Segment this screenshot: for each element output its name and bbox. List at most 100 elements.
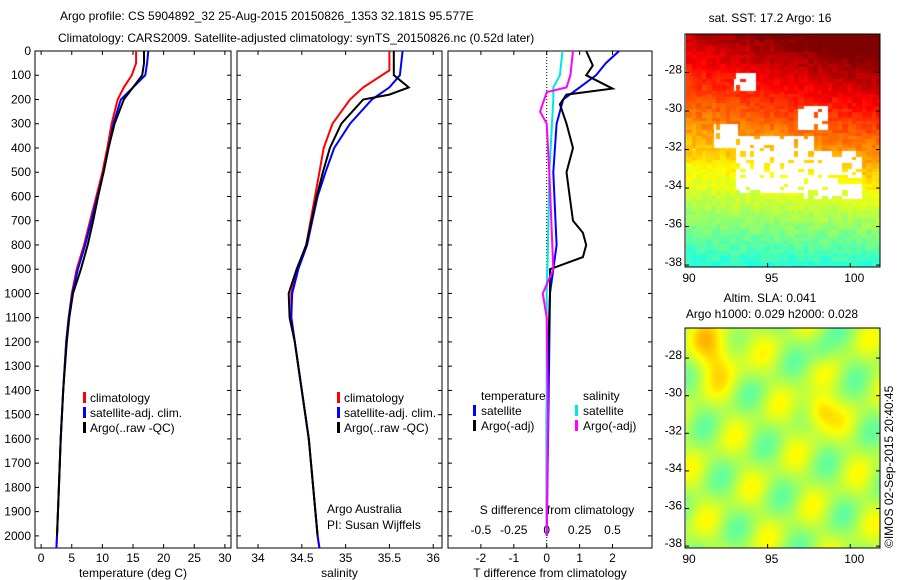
depth-tick-label: 1100 [5, 311, 31, 325]
depth-tick-label: 700 [11, 214, 31, 228]
map-x-tick-label: 100 [844, 552, 864, 566]
map-x-tick-label: 95 [765, 552, 779, 566]
x-tick-label: 30 [218, 551, 232, 565]
s-diff-axis-label: S difference from climatology [480, 503, 635, 517]
legend-label: Argo(-adj) [481, 419, 534, 433]
depth-tick-label: 400 [11, 141, 31, 155]
map-x-tick-label: 90 [682, 552, 696, 566]
sst-map-title: sat. SST: 17.2 Argo: 16 [709, 11, 832, 25]
x-tick-label: 35.5 [378, 551, 402, 565]
depth-tick-label: 1500 [4, 408, 31, 422]
series-line-argo-raw-qc- [56, 51, 145, 536]
depth-tick-label: 200 [11, 92, 31, 106]
map-y-tick-label: -36 [665, 217, 683, 231]
map-y-tick-label: -30 [665, 101, 683, 115]
legend-label: satellite-adj. clim. [344, 406, 436, 420]
x-tick-label: 20 [157, 551, 171, 565]
map-y-tick-label: -34 [665, 461, 683, 475]
legend-swatch [337, 392, 340, 403]
map-x-tick-label: 90 [682, 271, 696, 285]
legend-swatch [575, 420, 578, 431]
x-tick-label: 34.5 [290, 551, 314, 565]
series-line-climatology [55, 51, 138, 549]
depth-tick-label: 0 [24, 44, 31, 58]
legend-label: Argo(..raw -QC) [344, 421, 429, 435]
x-tick-label: 0 [38, 551, 45, 565]
legend-label: satellite-adj. clim. [90, 406, 182, 420]
map-x-tick-label: 95 [765, 271, 779, 285]
x-tick-label: 34 [251, 551, 265, 565]
series-line-s-argo-adj- [539, 50, 574, 536]
legend-swatch [337, 422, 340, 433]
pi-text: PI: Susan Wijffels [327, 518, 421, 532]
legend-swatch [83, 407, 86, 418]
map-y-tick-label: -38 [665, 536, 683, 550]
sla-map-title-1: Altim. SLA: 0.041 [724, 291, 817, 305]
x-tick-label: 15 [126, 551, 140, 565]
x-tick-label: 25 [188, 551, 202, 565]
legend-label: satellite [583, 404, 624, 418]
x-tick-label: 1 [576, 551, 583, 565]
sla-map-title-2: Argo h1000: 0.029 h2000: 0.028 [686, 307, 858, 321]
x-tick-label: -1 [508, 551, 519, 565]
x-axis-label-salinity: salinity [321, 566, 358, 580]
imos-stamp: ©IMOS 02-Sep-2015 20:40:45 [882, 385, 896, 548]
x-axis-label-temperature: temperature (deg C) [79, 566, 187, 580]
legend-label: Argo(..raw -QC) [90, 421, 175, 435]
legend-swatch [337, 407, 340, 418]
depth-tick-label: 1700 [4, 456, 31, 470]
x-tick-label: 36 [427, 551, 441, 565]
legend-label: satellite [481, 404, 522, 418]
s-diff-tick-label: 0.25 [568, 523, 592, 537]
x-axis-label-difference: T difference from climatology [473, 566, 627, 580]
x-tick-label: 2 [609, 551, 616, 565]
map-frame-sla_map [684, 327, 881, 549]
map-y-tick-label: -28 [665, 348, 683, 362]
s-diff-tick-label: 0.5 [604, 523, 621, 537]
series-line-satellite-adj-clim- [290, 50, 404, 549]
depth-tick-label: 1600 [4, 432, 31, 446]
series-line-t-satellite [545, 50, 620, 536]
legend-swatch [473, 405, 476, 416]
depth-tick-label: 300 [11, 117, 31, 131]
map-y-tick-label: -32 [665, 423, 683, 437]
depth-tick-label: 1200 [4, 335, 31, 349]
map-frame-sst_map [684, 33, 881, 268]
depth-tick-label: 600 [11, 189, 31, 203]
sst-map-image [686, 34, 880, 267]
map-x-tick-label: 100 [844, 271, 864, 285]
x-tick-label: 0 [543, 551, 550, 565]
depth-tick-label: 900 [11, 262, 31, 276]
legend-swatch [83, 392, 86, 403]
depth-tick-label: 1400 [4, 383, 31, 397]
sla-map-image [686, 328, 880, 548]
legend-title: temperature [481, 389, 546, 403]
depth-tick-label: 500 [11, 165, 31, 179]
map-y-tick-label: -28 [665, 63, 683, 77]
series-line-t-argo-adj- [545, 50, 616, 536]
series-line-s-satellite [545, 50, 564, 536]
legend-title: salinity [583, 389, 620, 403]
x-tick-label: -2 [476, 551, 487, 565]
panel-frame-difference [447, 50, 653, 549]
panel-frame-temperature [34, 50, 232, 549]
legend-swatch [473, 420, 476, 431]
map-y-tick-label: -36 [665, 499, 683, 513]
legend-label: climatology [344, 391, 404, 405]
depth-tick-label: 800 [11, 238, 31, 252]
credit-text: Argo Australia [327, 502, 402, 516]
depth-tick-label: 100 [11, 68, 31, 82]
x-tick-label: 35 [339, 551, 353, 565]
map-y-tick-label: -38 [665, 255, 683, 269]
depth-tick-label: 1300 [4, 359, 31, 373]
depth-tick-label: 1900 [4, 505, 31, 519]
depth-tick-label: 2000 [4, 529, 31, 543]
title-line-1: Argo profile: CS 5904892_32 25-Aug-2015 … [60, 9, 474, 23]
depth-tick-label: 1800 [4, 480, 31, 494]
panel-frame-salinity [236, 50, 443, 549]
s-diff-tick-label: -0.25 [500, 523, 528, 537]
legend-label: climatology [90, 391, 150, 405]
legend-label: Argo(-adj) [583, 419, 636, 433]
